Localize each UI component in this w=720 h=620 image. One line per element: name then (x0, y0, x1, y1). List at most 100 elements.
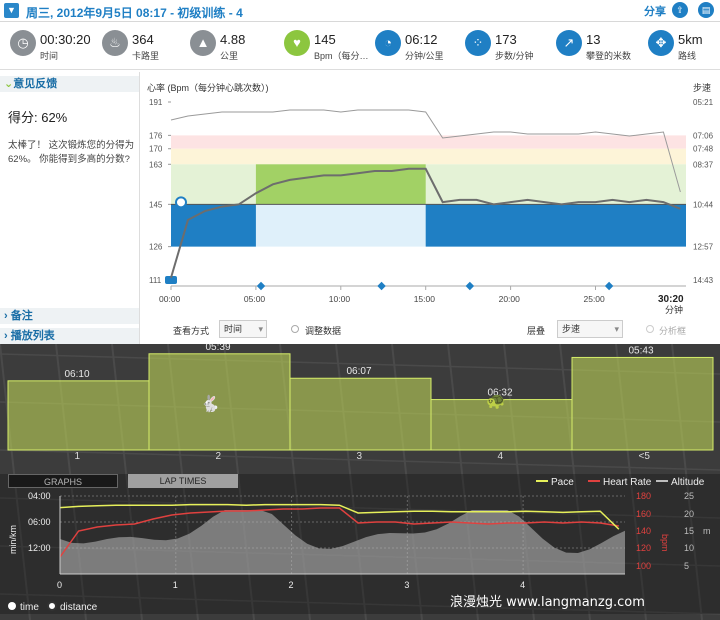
pace-line (59, 503, 620, 530)
lap-marker[interactable] (377, 281, 386, 291)
x-tick-label: 4 (520, 580, 525, 590)
stat-value: 173 (495, 32, 517, 47)
radio-distance[interactable] (47, 601, 57, 611)
tab-lap-times[interactable]: LAP TIMES (128, 474, 238, 488)
lap-bar[interactable] (148, 353, 291, 451)
lap-number: <5 (639, 451, 651, 462)
hr-tick-label: 180 (636, 491, 651, 501)
stat-label: 路线 (678, 51, 697, 61)
chevron-down-icon[interactable]: ▼ (4, 3, 19, 18)
y2-tick-label: 08:37 (693, 160, 714, 169)
tab-graphs[interactable]: GRAPHS (8, 474, 118, 488)
hr-tick-label: 160 (636, 509, 651, 519)
y-tick-label: 12:00 (28, 543, 51, 553)
lap-marker[interactable] (604, 281, 614, 291)
start-marker (165, 276, 177, 284)
x-tick-label: 0 (57, 580, 62, 590)
stat-label: 攀登的米数 (586, 51, 632, 61)
share-button[interactable]: 分享 (644, 6, 666, 18)
chevron-down-icon: ⌄ (4, 78, 14, 90)
y2-tick-label: 05:21 (693, 98, 714, 107)
x-tick-label: 25:00 (583, 294, 605, 304)
x-tick-label: 10:00 (329, 294, 351, 304)
heart-rate-chart-panel: 心率 (Bpm（每分钟心跳次数）) 步速 191 176 170 163 145 126 1… (141, 72, 720, 344)
hr-axis-label: bpm (660, 534, 670, 552)
hr-tick-label: 120 (636, 543, 651, 553)
radio-distance-label: distance (60, 602, 98, 613)
alt-tick-label: 15 (684, 526, 694, 536)
lap-number: 1 (75, 451, 81, 462)
y-tick-label: 145 (149, 200, 163, 209)
chevron-right-icon: › (4, 310, 11, 322)
score-text: 得分: 62% (8, 110, 68, 125)
rabbit-icon: 🐇 (200, 394, 220, 413)
lap-pace-label: 05:39 (206, 344, 231, 353)
road-icon: ▲ (190, 30, 216, 56)
chart-y2label: 步速 (693, 83, 711, 93)
share-icon[interactable]: ⇪ (672, 2, 688, 18)
chevron-right-icon: › (4, 330, 11, 342)
map-and-graph-section: 06:10 1 05:39 2 06:07 3 06:32 4 05:43 <5 🐇 🐢 GRAPHS… (0, 344, 720, 620)
print-icon[interactable]: ▤ (698, 2, 714, 18)
feedback-header[interactable]: ⌄意见反馈 (0, 76, 139, 92)
layer-select[interactable]: 步速 ▾ (557, 320, 623, 338)
adjust-data-checkbox[interactable] (291, 325, 299, 333)
stat-label: 步数/分钟 (495, 51, 534, 61)
analyze-checkbox[interactable] (646, 325, 654, 333)
alt-axis-label: m (703, 526, 711, 536)
lap-pace-label: 06:07 (347, 366, 372, 377)
notes-section[interactable]: › 备注 (0, 308, 139, 324)
heart-rate-chart[interactable]: 心率 (Bpm（每分钟心跳次数）) 步速 191 176 170 163 145 126 1… (141, 72, 720, 344)
y-tick-label: 170 (149, 145, 163, 154)
y-tick-label: 191 (149, 98, 163, 107)
radio-time-label: time (20, 602, 39, 613)
legend-label: Heart Rate (603, 477, 652, 488)
below-zone-segment (171, 204, 256, 247)
analyze-label: 分析框 (659, 326, 687, 336)
climb-arrow-icon: ↗ (556, 30, 582, 56)
lap-bar[interactable] (571, 356, 714, 451)
y-tick-label: 06:00 (28, 517, 51, 527)
y2-tick-label: 10:44 (693, 200, 714, 209)
alt-tick-label: 20 (684, 509, 694, 519)
legend-label: Altitude (671, 477, 705, 488)
playlist-section[interactable]: › 播放列表 (0, 328, 139, 344)
view-label: 查看方式 (173, 326, 210, 336)
lap-pace-label: 06:32 (488, 388, 513, 399)
y-tick-label: 04:00 (28, 491, 51, 501)
zone-band-max (171, 135, 686, 149)
stat-label: 时间 (40, 51, 59, 61)
lap-bars[interactable]: 06:10 1 05:39 2 06:07 3 06:32 4 05:43 <5 🐇 🐢 (0, 344, 720, 620)
y-tick-label: 126 (149, 243, 163, 252)
current-position-marker[interactable] (175, 196, 187, 209)
y2-tick-label: 12:57 (693, 243, 714, 252)
heart-rate-line (59, 507, 619, 558)
x-tick-label: 15:00 (414, 294, 436, 304)
title-bar: ▼ 周三, 2012年9月5日 08:17 - 初级训练 - 4 分享 ⇪ ▤ (0, 0, 720, 22)
lap-marker[interactable] (465, 281, 475, 291)
feedback-message: 太棒了！ 这次锻炼您的分得为 62%。 你能得到多高的分数? (8, 140, 135, 165)
lap-marker[interactable] (256, 281, 266, 291)
view-select[interactable]: 时间 ▾ (219, 320, 267, 338)
y2-tick-label: 07:48 (693, 145, 714, 154)
lap-pace-label: 06:10 (65, 369, 90, 380)
y-tick-label: 176 (149, 131, 163, 140)
route-icon: ✥ (648, 30, 674, 56)
pace-hr-altitude-chart[interactable]: 0 1 2 3 4 04:00 06:00 12:00 min/km 180 160 140 120 10… (0, 474, 720, 614)
radio-time[interactable] (8, 602, 16, 610)
chart-end-time: 30:20 (658, 294, 684, 305)
y2-tick-label: 14:43 (693, 276, 714, 285)
lap-bar[interactable] (430, 399, 573, 451)
map-road (0, 497, 720, 519)
stat-value: 364 (132, 32, 154, 47)
flame-icon: ♨ (102, 30, 128, 56)
lap-bar[interactable] (7, 380, 150, 451)
speedometer-icon: ◔ (375, 30, 401, 56)
chevron-down-icon: ▾ (614, 324, 619, 334)
lap-bar[interactable] (289, 377, 432, 451)
stat-value: 145 (314, 32, 336, 47)
alt-tick-label: 10 (684, 543, 694, 553)
map-road (0, 593, 720, 615)
zone-band-high (171, 148, 686, 165)
clock-icon: ◷ (10, 30, 36, 56)
